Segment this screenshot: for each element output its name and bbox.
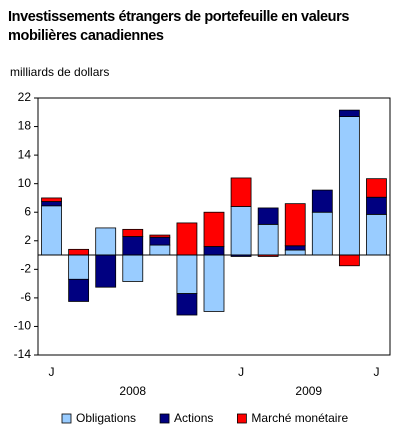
legend-swatch [159,413,170,424]
x-tick-label: J [238,365,244,379]
bar-segment [230,206,252,256]
x-tick-label: J [49,365,55,379]
legend-swatch [61,413,72,424]
y-tick-label: 2 [24,233,31,247]
bar-segment [149,236,171,246]
bar-segment [203,254,225,312]
y-tick-label: 6 [24,204,31,218]
bar-segment [338,116,360,256]
bar-segment [311,189,333,213]
bar-segment [230,177,252,207]
y-tick-label: 10 [18,176,32,190]
y-tick-label: -6 [20,290,31,304]
x-group-label: 2008 [119,384,146,398]
bar-segment [122,236,144,256]
bar-segment [284,245,306,251]
y-tick-label: -14 [14,347,32,361]
bar-segment [149,244,171,256]
chart-title: Investissements étrangers de portefeuill… [8,9,350,44]
bar-segment [311,211,333,256]
legend-swatch [237,413,247,424]
x-tick-label: J [373,365,379,379]
legend-label: Obligations [76,411,136,425]
bar-segment [41,201,62,207]
bar-segment [122,254,144,282]
y-tick-label: 22 [18,90,32,104]
bar-segment [68,248,90,256]
bar-segment [338,254,360,267]
bar-segment [176,254,198,295]
bar-segment [95,227,117,256]
y-tick-label: -2 [20,262,31,276]
bar-segment [366,213,387,256]
bar-segment [203,246,225,256]
bar-segment [284,249,306,256]
bar-segment [68,254,90,280]
plot-area [37,97,391,356]
bar-segment [176,222,198,256]
bar-segment [284,203,306,247]
bar-segment [176,293,198,316]
y-tick-label: 18 [18,119,32,133]
bar-segment [122,228,144,237]
bar-segment [68,278,90,302]
bar-segment [41,205,62,256]
bar-segment [149,234,171,238]
bar-segment [95,254,117,288]
legend-label: Actions [174,411,213,425]
y-axis-label: milliards de dollars [10,65,109,79]
bar-segment [338,109,360,117]
bar-segment [41,197,62,202]
bar-segment [203,211,225,247]
bar-segment [366,196,387,215]
y-tick-label: -10 [14,319,32,333]
y-tick-label: 14 [18,147,32,161]
bar-segment [257,207,279,225]
legend-label: Marché monétaire [251,411,348,425]
x-group-label: 2009 [295,384,322,398]
bar-segment [366,178,387,198]
bar-segment [257,223,279,256]
